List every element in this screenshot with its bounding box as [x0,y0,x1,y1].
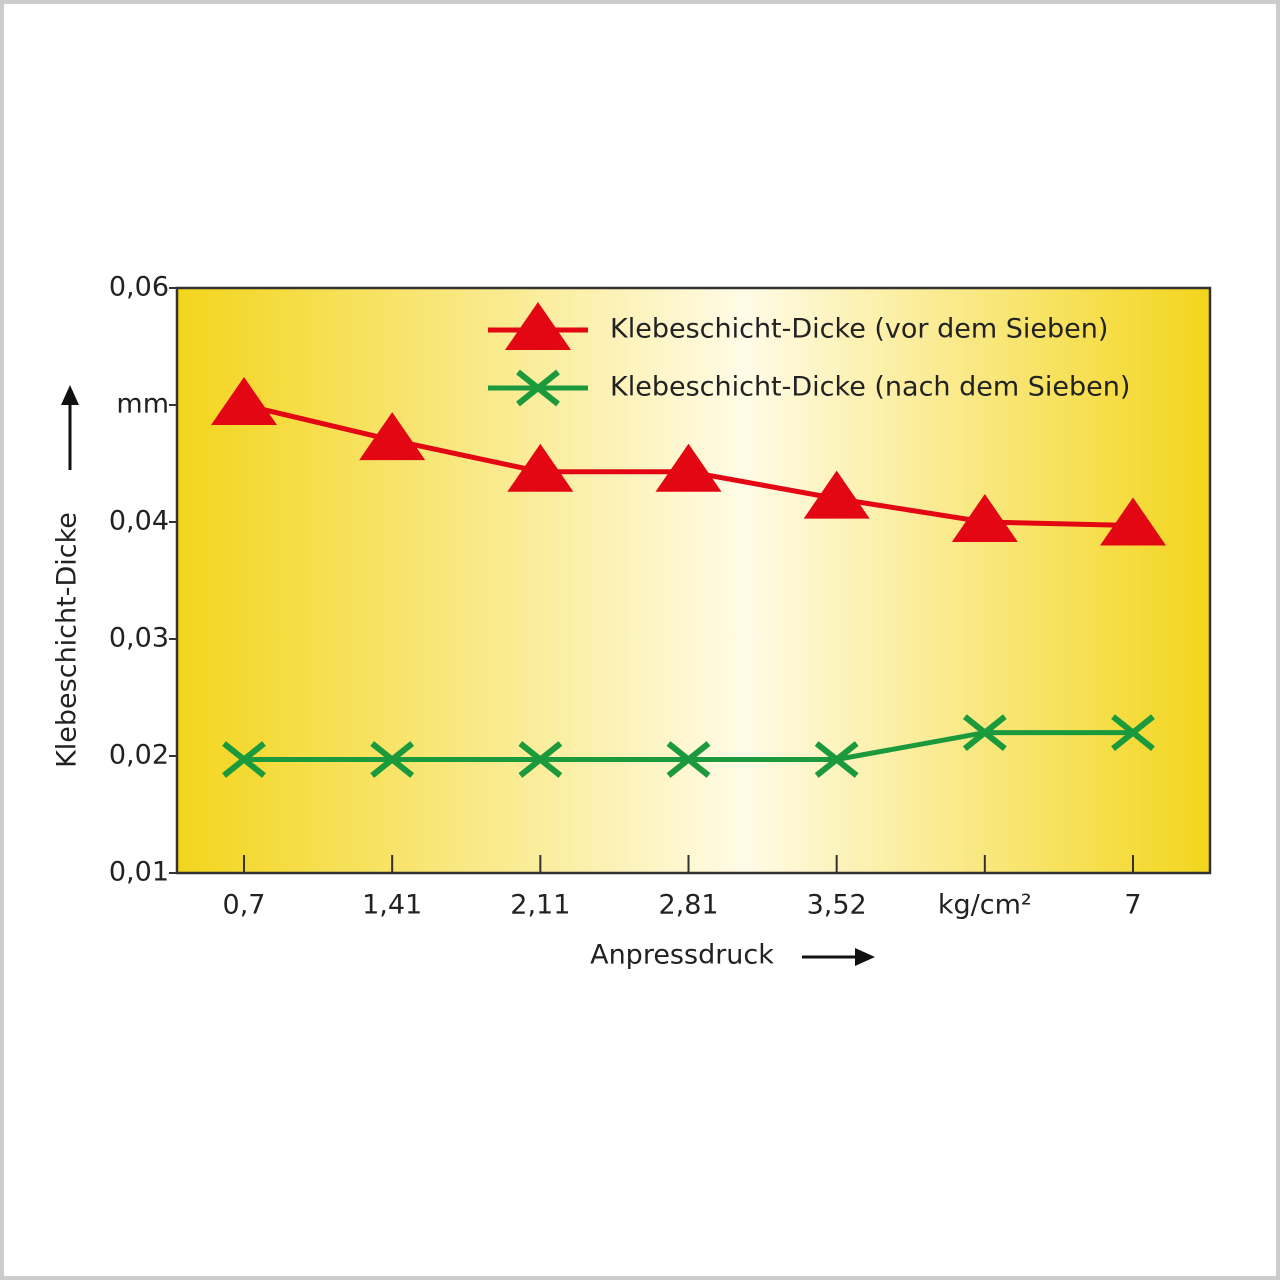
marker-triangle [951,494,1018,542]
y-axis-label: Klebeschicht-Dicke [52,512,83,768]
marker-x [1111,714,1155,751]
marker-triangle [359,412,426,461]
marker-x [666,741,711,778]
marker-triangle [803,470,870,519]
marker-triangle [655,443,722,492]
x-axis-label: Anpressdruck [590,940,774,971]
marker-x [518,741,563,778]
marker-x [814,741,859,778]
x-tick-label: kg/cm² [938,890,1032,921]
marker-x [222,741,266,778]
marker-triangle [505,302,571,350]
marker-triangle [1100,497,1166,546]
x-arrow-head [855,948,875,966]
plot-area [175,286,1212,875]
x-tick-label: 7 [1124,890,1141,921]
marker-triangle [507,443,574,492]
marker-x [516,369,560,407]
marker-x [962,714,1007,751]
legend-label: Klebeschicht-Dicke (vor dem Sieben) [610,314,1108,345]
x-tick-label: 2,81 [658,890,718,921]
y-tick-label: 0,02 [109,740,169,771]
y-tick-label: 0,06 [109,272,169,303]
marker-triangle [211,377,277,425]
legend-label: Klebeschicht-Dicke (nach dem Sieben) [610,372,1130,403]
marker-x [370,741,415,778]
x-tick-label: 0,7 [223,890,266,921]
y-arrow-head [61,385,79,405]
x-tick-label: 2,11 [510,890,570,921]
y-tick-label: 0,04 [109,506,169,537]
x-tick-label: 1,41 [362,890,422,921]
y-tick-label: mm [116,389,169,420]
x-tick-label: 3,52 [807,890,867,921]
y-tick-label: 0,01 [109,857,169,888]
y-tick-label: 0,03 [109,623,169,654]
